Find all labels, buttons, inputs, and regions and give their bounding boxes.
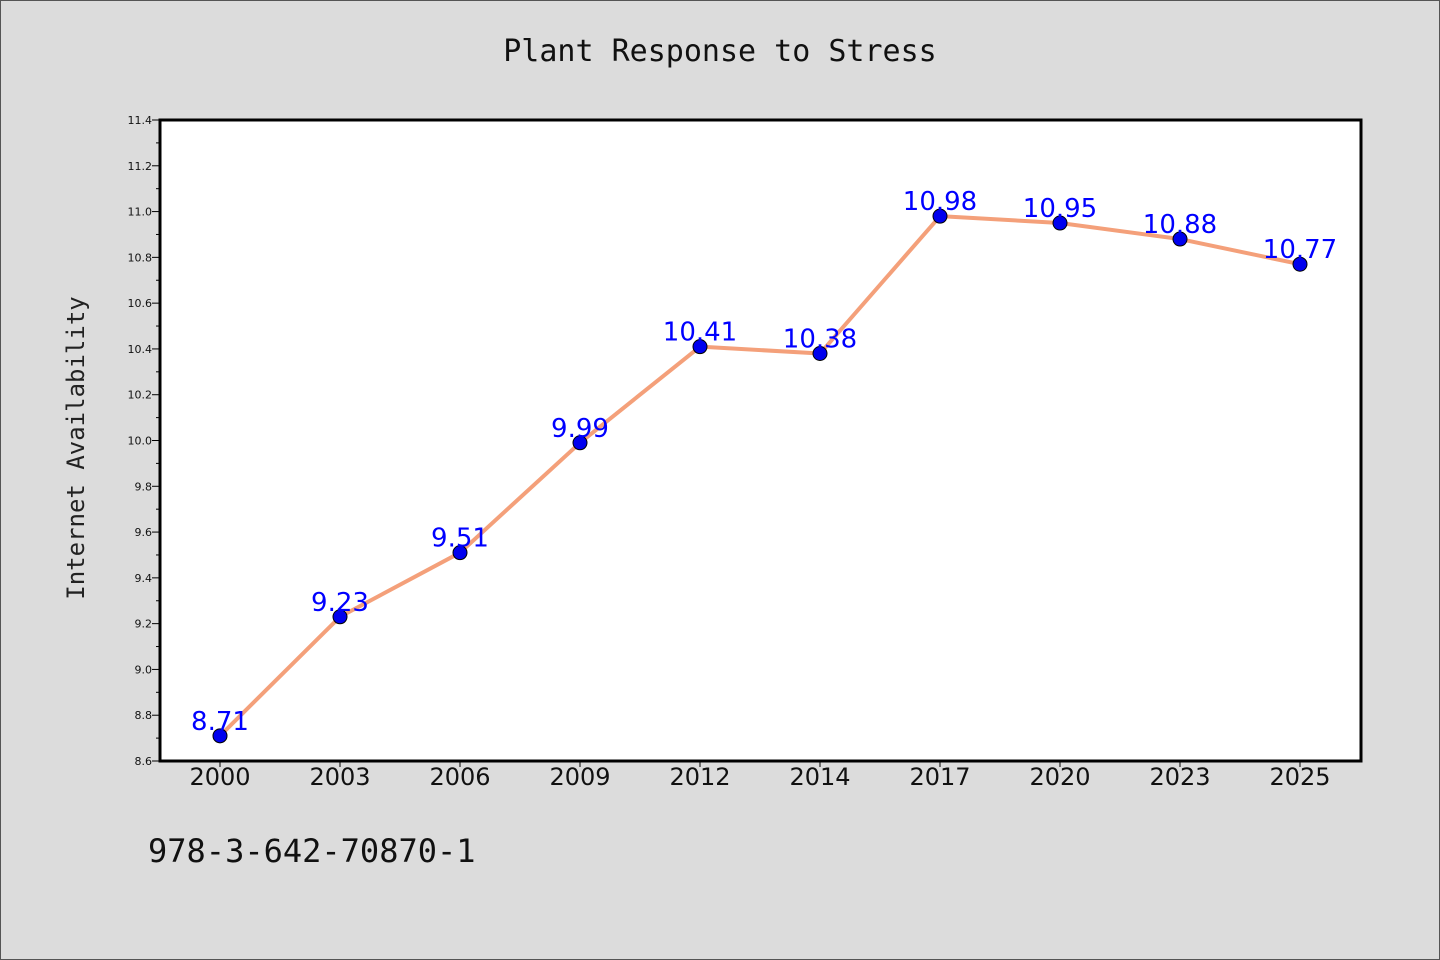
data-label: 10.95 [1023,194,1097,224]
x-tick-label: 2025 [1269,763,1330,791]
data-point [932,208,948,224]
isbn-text: 978-3-642-70870-1 [148,832,476,870]
data-point [452,545,468,561]
data-label: 9.51 [431,524,489,554]
series-group [212,208,1308,744]
y-tick-label: 9.4 [135,572,153,585]
y-tick-label: 10.8 [128,251,153,264]
y-tick-label: 11.0 [128,206,153,219]
data-labels: 8.71 9.23 9.51 9.99 10.41 10.38 10.98 10.95 10.8… [191,187,1337,737]
x-tick-label: 2012 [669,763,730,791]
data-label: 10.77 [1263,235,1337,265]
y-tick-label: 10.6 [128,297,153,310]
data-point [1172,231,1188,247]
data-label: 10.98 [903,187,977,217]
series-line [218,214,1301,738]
x-tick-label: 2017 [909,763,970,791]
x-tick-label: 2006 [429,763,490,791]
y-tick-label: 10.0 [128,435,153,448]
data-point [212,728,228,744]
x-tick-label: 2014 [789,763,850,791]
y-tick-label: 9.0 [135,663,153,676]
data-label: 9.23 [311,588,369,618]
data-point [332,609,348,625]
data-label: 8.71 [191,707,249,737]
y-tick-label: 9.2 [135,618,153,631]
y-tick-label: 8.6 [135,755,153,768]
data-point [692,339,708,355]
data-point [572,435,588,451]
y-axis: 8.6 8.8 9.0 9.2 9.4 9.6 9.8 10.0 10.2 10.4 10.6 10.… [128,114,160,768]
data-label: 10.41 [663,318,737,348]
data-point [812,346,828,362]
x-tick-label: 2020 [1029,763,1090,791]
x-tick-label: 2023 [1149,763,1210,791]
data-point [1052,215,1068,231]
y-tick-label: 8.8 [135,709,153,722]
x-tick-label: 2009 [549,763,610,791]
x-tick-label: 2000 [189,763,250,791]
plot-area [158,118,1363,763]
y-tick-label: 11.4 [128,114,153,127]
data-point [1292,256,1308,272]
x-tick-label: 2003 [309,763,370,791]
y-tick-label: 9.8 [135,480,153,493]
y-tick-label: 11.2 [128,160,153,173]
data-label: 10.38 [783,325,857,355]
chart-title: Plant Response to Stress [503,34,937,69]
data-label: 9.99 [551,414,609,444]
data-label: 10.88 [1143,210,1217,240]
y-tick-label: 10.2 [128,389,153,402]
y-tick-label: 9.6 [135,526,153,539]
x-axis: 2000 2003 2006 2009 2012 2014 2017 2020 2023 2025 [189,761,1331,791]
y-tick-label: 10.4 [128,343,153,356]
